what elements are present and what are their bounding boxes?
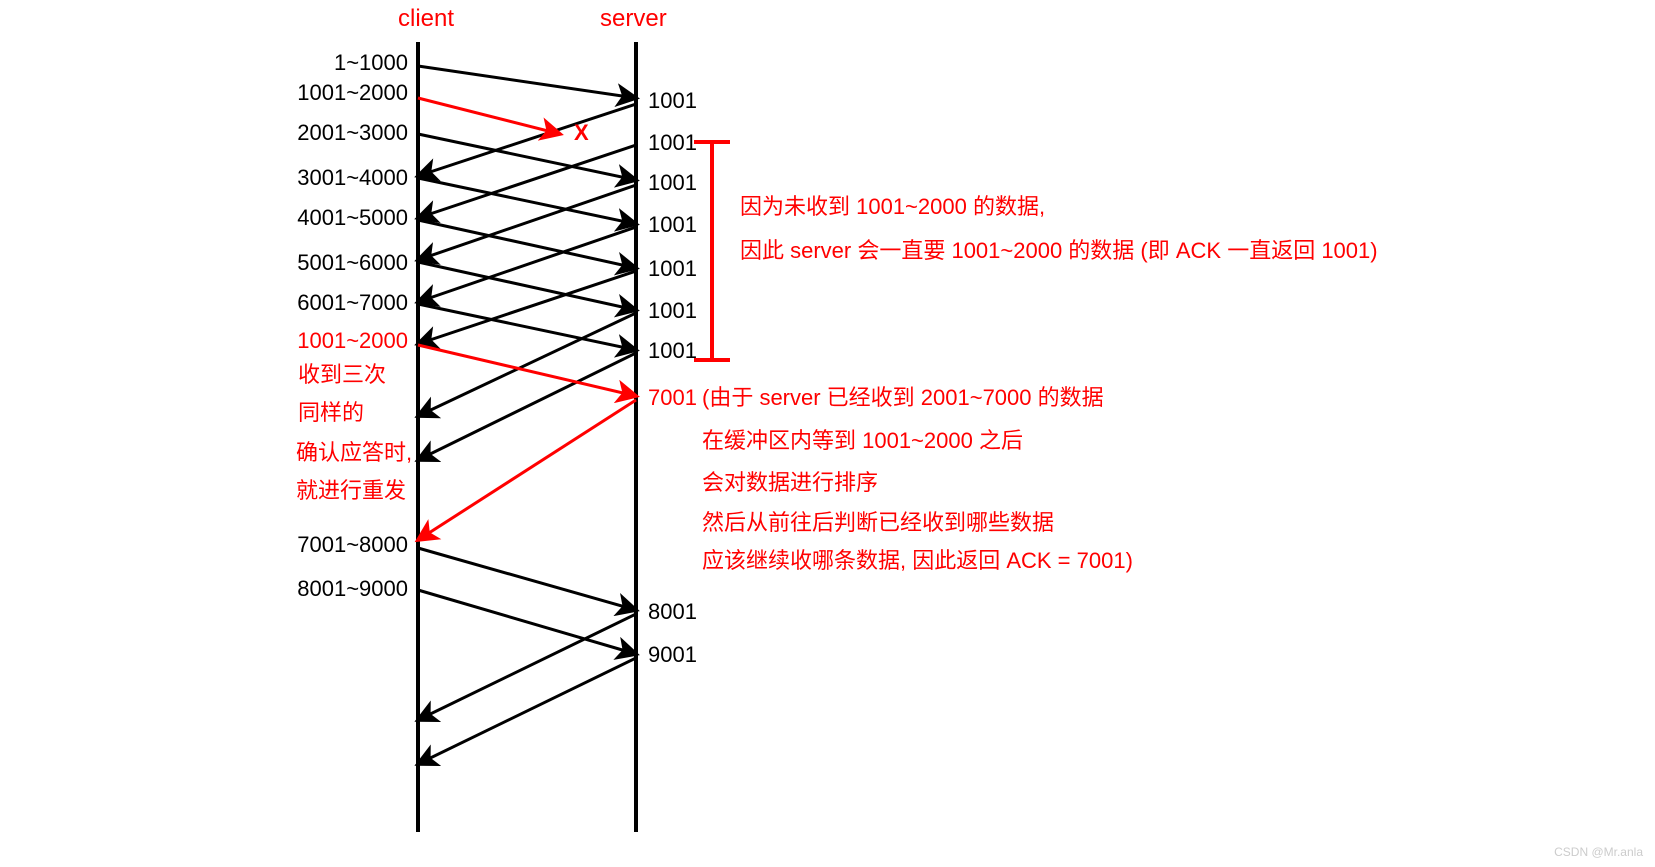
client-seq-label: 1001~2000: [297, 80, 408, 105]
ack-7001-explanation: (由于 server 已经收到 2001~7000 的数据: [702, 385, 1104, 410]
dup-ack-explanation: 因此 server 会一直要 1001~2000 的数据 (即 ACK 一直返回…: [740, 238, 1378, 263]
ack-7001-explanation: 会对数据进行排序: [702, 470, 878, 495]
client-seq-label: 8001~9000: [297, 576, 408, 601]
server-ack-label: 1001: [648, 256, 697, 281]
arrows-layer: X: [418, 66, 636, 764]
server-ack-7001-label: 7001: [648, 385, 697, 410]
watermark: CSDN @Mr.anla: [1554, 845, 1643, 859]
client-seq-label: 3001~4000: [297, 165, 408, 190]
message-arrow: [418, 614, 636, 720]
client-seq-label: 7001~8000: [297, 532, 408, 557]
message-arrow: [418, 220, 636, 268]
server-ack-label: 1001: [648, 298, 697, 323]
dup-ack-explanation: 因为未收到 1001~2000 的数据,: [740, 194, 1045, 219]
client-retransmit-note: 确认应答时,: [296, 440, 412, 465]
client-seq-label: 5001~6000: [297, 250, 408, 275]
server-ack-label: 9001: [648, 642, 697, 667]
client-seq-label: 2001~3000: [297, 120, 408, 145]
lost-packet-x-icon: X: [574, 120, 589, 145]
message-arrow: [418, 658, 636, 764]
client-seq-label: 1~1000: [334, 50, 408, 75]
message-arrow: [418, 178, 636, 224]
message-arrow: [418, 400, 636, 540]
message-arrow: [418, 227, 636, 302]
ack-7001-explanation: 应该继续收哪条数据, 因此返回 ACK = 7001): [702, 548, 1133, 573]
server-header: server: [600, 5, 667, 32]
client-retransmit-note: 同样的: [298, 400, 364, 425]
message-arrow: [418, 271, 636, 344]
ack-7001-explanation: 在缓冲区内等到 1001~2000 之后: [702, 428, 1023, 453]
tcp-fast-retransmit-diagram: client server X 1~1000 1001~2000 2001~3000 3…: [0, 0, 1655, 867]
ack-7001-explanation: 然后从前往后判断已经收到哪些数据: [702, 510, 1054, 535]
server-ack-label: 1001: [648, 130, 697, 155]
client-seq-label: 1001~2000: [297, 328, 408, 353]
message-arrow: [418, 262, 636, 310]
client-seq-label: 6001~7000: [297, 290, 408, 315]
server-ack-label: 8001: [648, 599, 697, 624]
server-ack-label: 1001: [648, 88, 697, 113]
client-retransmit-note: 收到三次: [298, 362, 386, 387]
client-seq-label: 4001~5000: [297, 205, 408, 230]
client-retransmit-note: 就进行重发: [296, 478, 406, 503]
server-ack-label: 1001: [648, 212, 697, 237]
client-header: client: [398, 5, 454, 32]
lost-packet-arrow: [418, 98, 560, 134]
message-arrow: [418, 66, 636, 98]
notes-layer: 收到三次同样的确认应答时, 就进行重发 因为未收到 1001~2000 的数据, 因此…: [296, 142, 1378, 573]
server-ack-label: 1001: [648, 170, 697, 195]
server-ack-label: 1001: [648, 338, 697, 363]
message-arrow: [418, 185, 636, 260]
